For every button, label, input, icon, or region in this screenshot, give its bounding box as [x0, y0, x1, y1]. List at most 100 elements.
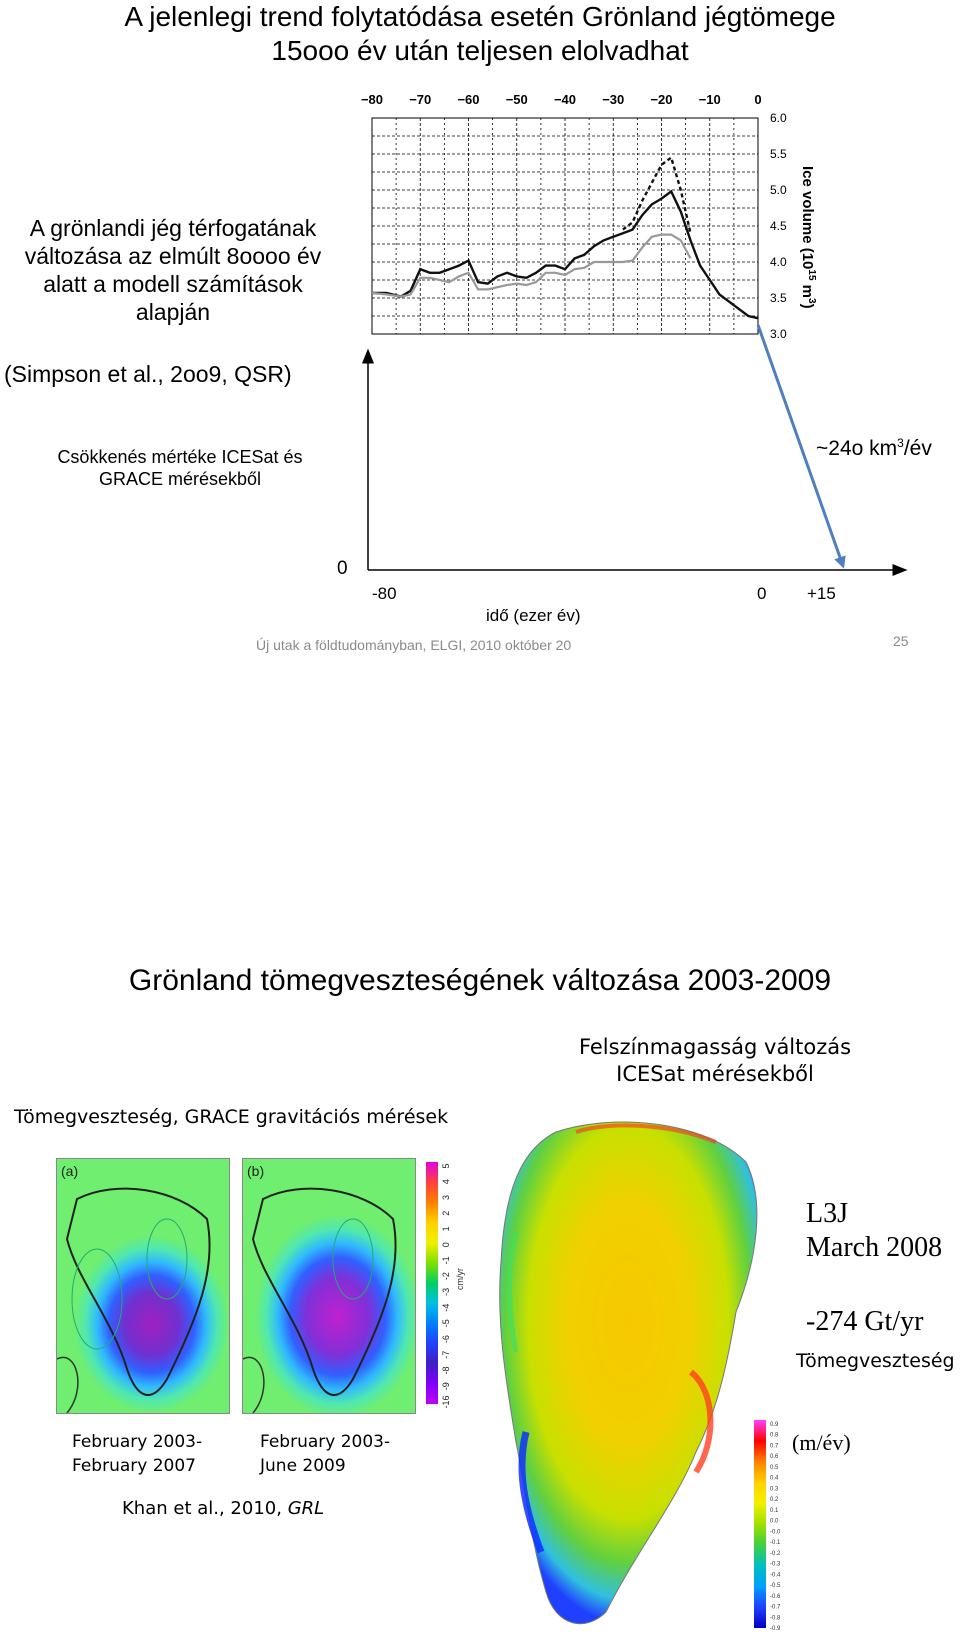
- grace-coastline-b: [243, 1187, 397, 1413]
- legend-tick-label: 0.4: [770, 1476, 779, 1482]
- march-label: March 2008: [806, 1232, 943, 1263]
- legend-tick-label: -0.4: [770, 1572, 781, 1578]
- legend-tick-label: -0.8: [770, 1615, 781, 1621]
- axis-tick-mid: 0: [757, 584, 767, 603]
- legend-tick-label: 0.9: [770, 1422, 779, 1428]
- legend-tick-label: -0.7: [770, 1605, 781, 1611]
- khan-reference: Khan et al., 2010, GRL: [122, 1498, 324, 1519]
- legend-tick-label: -0.1: [770, 1540, 781, 1546]
- chart-x-tick-label: −80: [361, 92, 383, 107]
- chart-y-tick-label: 4.5: [770, 219, 787, 233]
- legend-tick-label: 0.7: [770, 1444, 779, 1450]
- desc-line: A grönlandi jég térfogatának: [29, 215, 317, 241]
- rate-value-text: ~24o km: [816, 437, 898, 460]
- grace-map-a: (a): [56, 1158, 230, 1414]
- legend-tick-label: -0.2: [770, 1551, 781, 1557]
- chart-x-tick-label: −30: [602, 92, 624, 107]
- axis-label: idő (ezer év): [486, 606, 581, 625]
- axis-tick-right: +15: [807, 584, 836, 603]
- icesat-label: Felszínmagasság változás ICESat mérésekb…: [560, 1034, 870, 1088]
- legend-tick-label: 0.0: [770, 1519, 779, 1525]
- legend-tick-label: 0.3: [770, 1486, 779, 1492]
- khan-ref-text: Khan et al., 2010,: [122, 1498, 288, 1519]
- legend-tick-label: -0.0: [770, 1529, 781, 1535]
- chart-grid: [371, 117, 759, 335]
- rate-label: -274 Gt/yr: [806, 1306, 924, 1337]
- legend-tick-label: 0.2: [770, 1497, 779, 1503]
- rate-value: ~24o km3/év: [816, 436, 932, 461]
- desc-line: alapján: [135, 299, 211, 325]
- colorbar-tick-label: 2: [441, 1211, 451, 1216]
- legend-tick-label: -0.5: [770, 1583, 781, 1589]
- slide2-title: Grönland tömegveszteségének változása 20…: [128, 964, 832, 997]
- legend-tick-label: 0.5: [770, 1465, 779, 1471]
- colorbar-tick-label: -1: [441, 1256, 451, 1264]
- projection-arrow: [756, 324, 846, 569]
- chart-y-ticks: 6.0 5.5 5.0 4.5 4.0 3.5 3.0: [770, 111, 787, 341]
- slide1-title: A jelenlegi trend folytatódása esetén Gr…: [0, 0, 960, 68]
- colorbar-unit: cm/yr: [455, 1268, 465, 1290]
- legend-tick-label: -0.3: [770, 1562, 781, 1568]
- chart-y-tick-label: 5.0: [770, 183, 787, 197]
- caption-a: February 2003- February 2007: [72, 1430, 202, 1478]
- colorbar-tick-label: 0: [441, 1242, 451, 1247]
- mass-loss-label: Tömegveszteség: [796, 1350, 955, 1372]
- chart-x-tick-label: −50: [506, 92, 528, 107]
- axis-tick-left: -80: [372, 584, 397, 603]
- grace-coastline-a: [57, 1187, 211, 1413]
- desc-line: alatt a modell számítások: [43, 271, 303, 297]
- chart-series-line-dashed-black: [622, 155, 692, 234]
- chart-ylabel: Ice volume (1015 m3): [799, 166, 817, 309]
- colorbar-tick-label: -16: [441, 1395, 451, 1408]
- chart-y-tick-label: 4.0: [770, 255, 787, 269]
- caption-a-line: February 2003-: [72, 1432, 203, 1452]
- chart-y-tick-label: 3.5: [770, 291, 787, 305]
- citation: (Simpson et al., 2oo9, QSR): [4, 361, 292, 387]
- legend-tick-label: 0.8: [770, 1433, 779, 1439]
- ice-volume-chart: −80 −70 −60 −50 −40 −30 −20 −10 0 6.0 5.5 5.0 4.5 4.…: [361, 92, 908, 576]
- colorbar-tick-label: -6: [441, 1335, 451, 1343]
- rate-description: Csökkenés mértéke ICESat és GRACE mérése…: [0, 446, 360, 490]
- colorbar-tick-label: -7: [441, 1351, 451, 1359]
- chart-y-tick-label: 5.5: [770, 147, 787, 161]
- colorbar-tick-label: -4: [441, 1304, 451, 1312]
- colorbar-tick-label: -8: [441, 1366, 451, 1374]
- chart-series-line-solid-black: [372, 189, 759, 320]
- model-description: A grönlandi jég térfogatának változása a…: [0, 214, 346, 326]
- khan-journal: GRL: [287, 1498, 325, 1519]
- chart-y-tick-label: 3.0: [770, 327, 787, 341]
- colorbar-tick-label: 3: [441, 1195, 451, 1200]
- grace-colorbar-ticks: 5 4 3 2 1 0 -1 -2 -3 -4 -5 -6 -7 -8 -9 -16 cm/yr: [441, 1163, 465, 1408]
- legend-tick-label: -0.9: [770, 1626, 781, 1632]
- chart-y-tick-label: 6.0: [770, 111, 787, 125]
- icesat-greenland-map: [499, 1121, 758, 1625]
- panel-a-label: (a): [61, 1163, 79, 1179]
- chart-x-tick-label: −10: [699, 92, 721, 107]
- panel-b-label: (b): [247, 1163, 265, 1179]
- title-line-1: A jelenlegi trend folytatódása esetén Gr…: [124, 1, 836, 32]
- rate-sup: 3: [897, 436, 904, 450]
- legend-tick-label: -0.6: [770, 1594, 781, 1600]
- chart-x-tick-label: −70: [409, 92, 431, 107]
- caption-b-line: February 2003-: [260, 1432, 391, 1452]
- rate-line: GRACE mérésekből: [98, 469, 262, 489]
- chart-x-ticks: −80 −70 −60 −50 −40 −30 −20 −10 0: [361, 92, 762, 107]
- caption-b-line: June 2009: [260, 1456, 346, 1476]
- caption-b: February 2003- June 2009: [260, 1430, 390, 1478]
- icesat-line: ICESat mérésekből: [616, 1062, 814, 1086]
- colorbar-tick-label: -2: [441, 1272, 451, 1280]
- colorbar-tick-label: 1: [441, 1226, 451, 1231]
- rate-line: Csökkenés mértéke ICESat és: [57, 447, 303, 467]
- legend-tick-label: 0.6: [770, 1454, 779, 1460]
- slide-footer: Új utak a földtudományban, ELGI, 2010 ok…: [256, 637, 572, 653]
- colorbar-tick-label: -9: [441, 1382, 451, 1390]
- icesat-legend-ticks: 0.9 0.8 0.7 0.6 0.5 0.4 0.3 0.2 0.1 0.0 -0.0 -0.1 -0…: [770, 1422, 781, 1632]
- rate-unit: /év: [903, 437, 932, 460]
- grace-label: Tömegveszteség, GRACE gravitációs mérése…: [14, 1106, 449, 1128]
- chart-x-tick-label: −60: [457, 92, 479, 107]
- colorbar-tick-label: 5: [441, 1163, 451, 1168]
- grace-colorbar: [426, 1162, 438, 1404]
- chart-x-tick-label: 0: [754, 92, 761, 107]
- title-line-2: 15ooo év után teljesen elolvadhat: [271, 35, 689, 66]
- colorbar-tick-label: -3: [441, 1288, 451, 1296]
